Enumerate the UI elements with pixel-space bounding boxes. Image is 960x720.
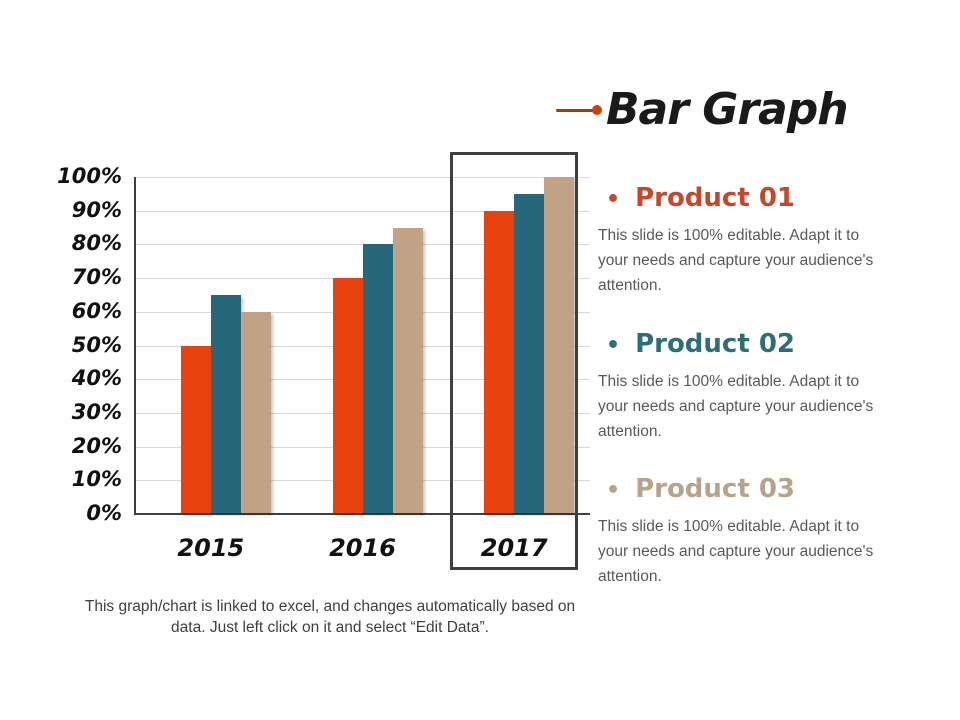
product-heading-text: Product 01 [635, 183, 795, 213]
x-tick-label: 2016 [329, 534, 396, 562]
y-tick-label: 50% [71, 332, 122, 357]
gridline [135, 210, 590, 212]
product-heading: • Product 02 [598, 330, 908, 359]
bar-product-01-2017 [484, 210, 515, 513]
product-item-3: • Product 03 This slide is 100% editable. … [598, 475, 908, 589]
bar-product-03-2016 [392, 227, 423, 513]
bullet-icon: • [606, 478, 621, 503]
product-heading: • Product 01 [598, 184, 908, 213]
y-tick-label: 30% [71, 399, 122, 424]
y-tick-label: 90% [71, 197, 122, 222]
x-axis-line [134, 513, 590, 515]
y-tick-label: 10% [71, 467, 122, 492]
product-heading-text: Product 03 [635, 474, 795, 504]
product-description: This slide is 100% editable. Adapt it to… [598, 517, 874, 585]
arrow-dot [592, 105, 602, 115]
gridline [135, 177, 590, 178]
y-tick-label: 0% [86, 501, 122, 525]
bar-product-01-2015 [180, 345, 211, 513]
bar-product-02-2017 [514, 193, 545, 513]
arrow-right-icon [556, 104, 602, 116]
page-title: Bar Graph [606, 84, 849, 135]
y-tick-label: 100% [57, 164, 122, 188]
arrow-line [556, 109, 594, 112]
product-description: This slide is 100% editable. Adapt it to… [598, 226, 874, 294]
product-item-1: • Product 01 This slide is 100% editable. … [598, 184, 908, 298]
x-tick-label: 2017 [480, 534, 548, 562]
bar-product-03-2017 [544, 177, 575, 513]
product-item-2: • Product 02 This slide is 100% editable. … [598, 330, 908, 444]
product-heading: • Product 03 [598, 475, 908, 504]
bar-product-02-2016 [362, 244, 393, 513]
y-tick-label: 40% [71, 366, 122, 391]
y-tick-label: 20% [71, 433, 122, 458]
y-tick-label: 70% [71, 265, 122, 290]
x-tick-label: 2015 [177, 534, 245, 562]
product-description: This slide is 100% editable. Adapt it to… [598, 372, 874, 440]
product-heading-text: Product 02 [635, 329, 795, 359]
chart-caption: This graph/chart is linked to excel, and… [84, 598, 576, 636]
bullet-icon: • [606, 187, 621, 212]
bar-product-02-2015 [210, 294, 241, 513]
bar-product-03-2015 [240, 311, 271, 513]
y-tick-label: 60% [71, 298, 122, 323]
y-tick-label: 80% [71, 231, 122, 256]
bullet-icon: • [606, 333, 621, 358]
bar-product-01-2016 [332, 278, 363, 513]
y-axis-line [134, 177, 136, 514]
title-row: Bar Graph [556, 84, 849, 135]
highlight-box-2017 [450, 152, 579, 570]
